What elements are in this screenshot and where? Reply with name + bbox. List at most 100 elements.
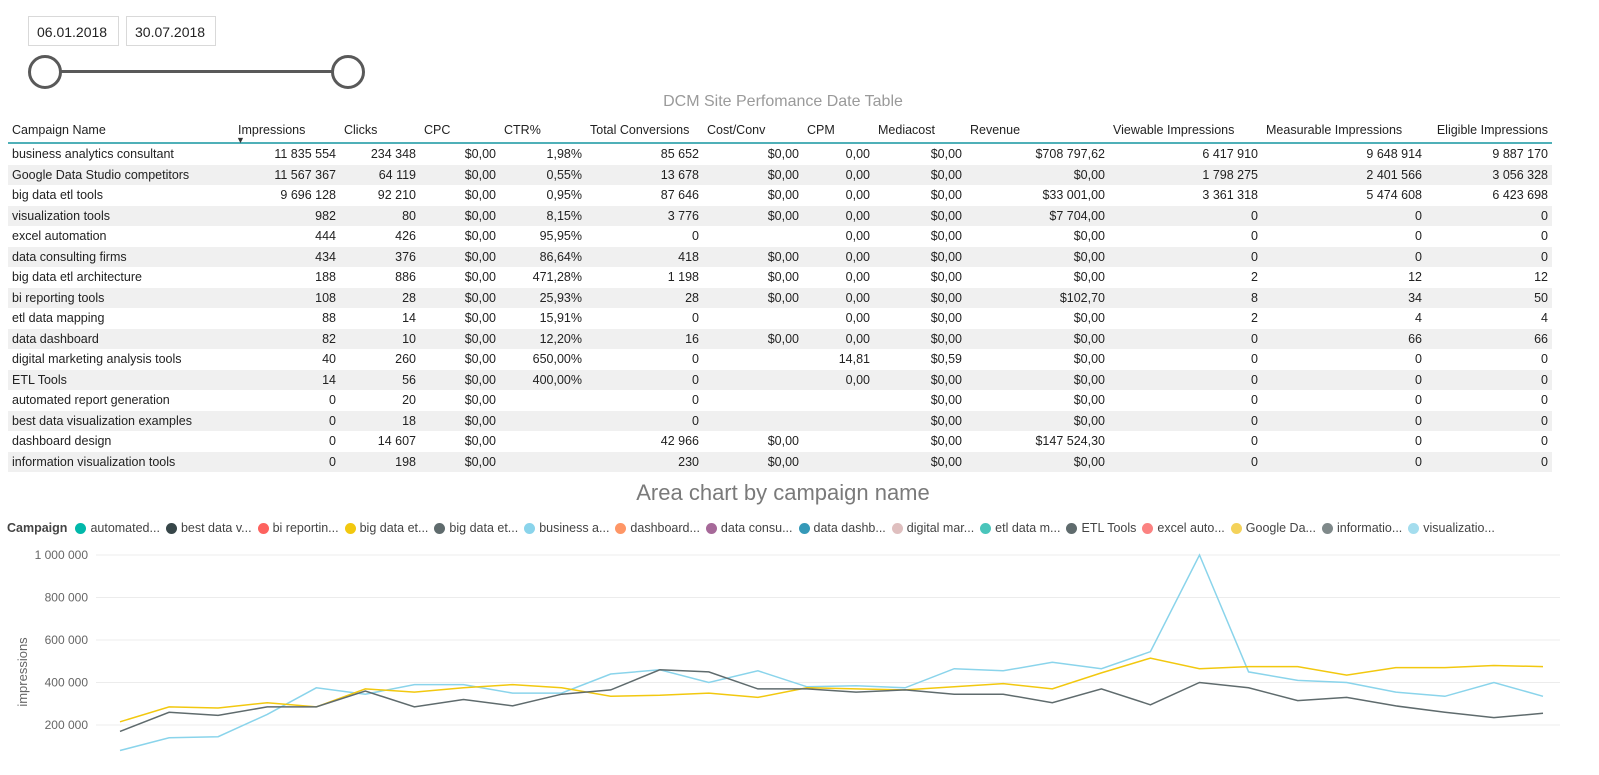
- column-header[interactable]: CPM: [803, 118, 874, 144]
- series-line[interactable]: [119, 553, 1544, 752]
- table-row[interactable]: big data etl tools 9 696 128 92 210 $0,00 0,…: [8, 185, 1552, 206]
- legend-item[interactable]: automated...: [75, 521, 160, 535]
- legend-marker-icon: [165, 522, 177, 534]
- table-cell: [703, 390, 803, 411]
- table-cell: 0,00: [803, 308, 874, 329]
- column-header[interactable]: Total Conversions: [586, 118, 703, 144]
- table-row[interactable]: automated report generation 0 20 $0,00 0 $0,0…: [8, 390, 1552, 411]
- legend-item[interactable]: visualizatio...: [1408, 521, 1495, 535]
- legend-item[interactable]: business a...: [524, 521, 609, 535]
- column-header[interactable]: Mediacost: [874, 118, 966, 144]
- table-row[interactable]: ETL Tools 14 56 $0,00 400,00% 0 0,00 $0,00 $0,00…: [8, 369, 1552, 390]
- table-cell: $0,00: [703, 287, 803, 308]
- legend-item[interactable]: digital mar...: [891, 521, 975, 535]
- legend-item[interactable]: big data et...: [344, 521, 428, 535]
- table-cell: 0: [1109, 390, 1262, 411]
- table-cell: [803, 410, 874, 431]
- table-row[interactable]: etl data mapping 88 14 $0,00 15,91% 0 0,00 $0,0…: [8, 308, 1552, 329]
- campaign-name-cell: visualization tools: [8, 205, 234, 226]
- table-row[interactable]: bi reporting tools 108 28 $0,00 25,93% 28 $0,0…: [8, 287, 1552, 308]
- date-range-slider-track[interactable]: [44, 70, 346, 73]
- table-cell: 0: [1426, 431, 1552, 452]
- table-cell: $0,00: [966, 369, 1109, 390]
- table-row[interactable]: digital marketing analysis tools 40 260 $0,…: [8, 349, 1552, 370]
- table-row[interactable]: best data visualization examples 0 18 $0,00…: [8, 410, 1552, 431]
- legend-label: data dashb...: [813, 521, 886, 535]
- column-header[interactable]: Cost/Conv: [703, 118, 803, 144]
- table-cell: 108: [234, 287, 340, 308]
- legend-title: Campaign: [7, 521, 68, 535]
- legend-item[interactable]: informatio...: [1321, 521, 1402, 535]
- campaign-name-cell: big data etl architecture: [8, 267, 234, 288]
- legend-item[interactable]: bi reportin...: [257, 521, 339, 535]
- table-cell: 14 607: [340, 431, 420, 452]
- date-slider-start-handle[interactable]: [28, 55, 62, 89]
- legend-label: ETL Tools: [1081, 521, 1137, 535]
- date-slider-end-handle[interactable]: [331, 55, 365, 89]
- table-cell: 6 417 910: [1109, 143, 1262, 165]
- table-cell: 230: [586, 451, 703, 472]
- table-cell: 4: [1426, 308, 1552, 329]
- table-cell: [500, 431, 586, 452]
- table-cell: 0: [1426, 226, 1552, 247]
- campaign-name-cell: bi reporting tools: [8, 287, 234, 308]
- column-header[interactable]: Measurable Impressions: [1262, 118, 1426, 144]
- table-cell: 42 966: [586, 431, 703, 452]
- table-cell: 0: [1426, 349, 1552, 370]
- series-line[interactable]: [119, 669, 1544, 733]
- legend-item[interactable]: excel auto...: [1142, 521, 1225, 535]
- table-cell: $0,00: [703, 164, 803, 185]
- table-cell: $0,00: [703, 205, 803, 226]
- table-row[interactable]: big data etl architecture 188 886 $0,00 471,…: [8, 267, 1552, 288]
- table-cell: 0: [1109, 369, 1262, 390]
- legend-item[interactable]: Google Da...: [1230, 521, 1316, 535]
- legend-item[interactable]: dashboard...: [615, 521, 700, 535]
- legend-item[interactable]: data dashb...: [798, 521, 886, 535]
- legend-item[interactable]: ETL Tools: [1066, 521, 1136, 535]
- legend-item[interactable]: best data v...: [165, 521, 252, 535]
- end-date-input[interactable]: 30.07.2018: [126, 16, 216, 46]
- table-cell: 0: [234, 390, 340, 411]
- legend-item[interactable]: etl data m...: [980, 521, 1060, 535]
- legend-label: digital mar...: [906, 521, 975, 535]
- column-header[interactable]: CTR%: [500, 118, 586, 144]
- table-cell: [803, 390, 874, 411]
- column-header[interactable]: CPC: [420, 118, 500, 144]
- table-row[interactable]: visualization tools 982 80 $0,00 8,15% 3 776 $…: [8, 205, 1552, 226]
- column-header[interactable]: Impressions ▼: [234, 118, 340, 145]
- table-cell: 0: [586, 390, 703, 411]
- table-cell: 650,00%: [500, 349, 586, 370]
- table-cell: 0: [586, 308, 703, 329]
- table-row[interactable]: excel automation 444 426 $0,00 95,95% 0 0,00 $0…: [8, 226, 1552, 247]
- column-header[interactable]: Clicks: [340, 118, 420, 144]
- table-cell: 0,00: [803, 205, 874, 226]
- table-row[interactable]: data consulting firms 434 376 $0,00 86,64% 41…: [8, 246, 1552, 267]
- table-cell: 0: [234, 431, 340, 452]
- column-header[interactable]: Campaign Name: [8, 118, 234, 144]
- start-date-input[interactable]: 06.01.2018: [28, 16, 119, 46]
- table-cell: $708 797,62: [966, 143, 1109, 165]
- table-cell: $0,00: [874, 390, 966, 411]
- column-header[interactable]: Revenue: [966, 118, 1109, 144]
- table-row[interactable]: business analytics consultant 11 835 554 2…: [8, 143, 1552, 165]
- table-row[interactable]: information visualization tools 0 198 $0,00…: [8, 451, 1552, 472]
- campaign-name-cell: etl data mapping: [8, 308, 234, 329]
- table-row[interactable]: Google Data Studio competitors 11 567 367…: [8, 164, 1552, 185]
- table-row[interactable]: dashboard design 0 14 607 $0,00 42 966 $0,00 $…: [8, 431, 1552, 452]
- table-cell: $0,00: [874, 226, 966, 247]
- column-header[interactable]: Eligible Impressions: [1426, 118, 1552, 144]
- y-tick-label: 200 000: [45, 718, 89, 732]
- legend-label: bi reportin...: [272, 521, 339, 535]
- table-cell: $0,00: [874, 410, 966, 431]
- table-cell: [803, 451, 874, 472]
- table-row[interactable]: data dashboard 82 10 $0,00 12,20% 16 $0,00 0,00…: [8, 328, 1552, 349]
- legend-item[interactable]: big data et...: [434, 521, 518, 535]
- series-line[interactable]: [119, 657, 1544, 723]
- table-cell: $0,00: [420, 410, 500, 431]
- table-cell: $0,00: [874, 205, 966, 226]
- table-cell: 28: [340, 287, 420, 308]
- column-header[interactable]: Viewable Impressions: [1109, 118, 1262, 144]
- legend-item[interactable]: data consu...: [705, 521, 793, 535]
- table-cell: $0,00: [874, 267, 966, 288]
- table-cell: $0,00: [703, 185, 803, 206]
